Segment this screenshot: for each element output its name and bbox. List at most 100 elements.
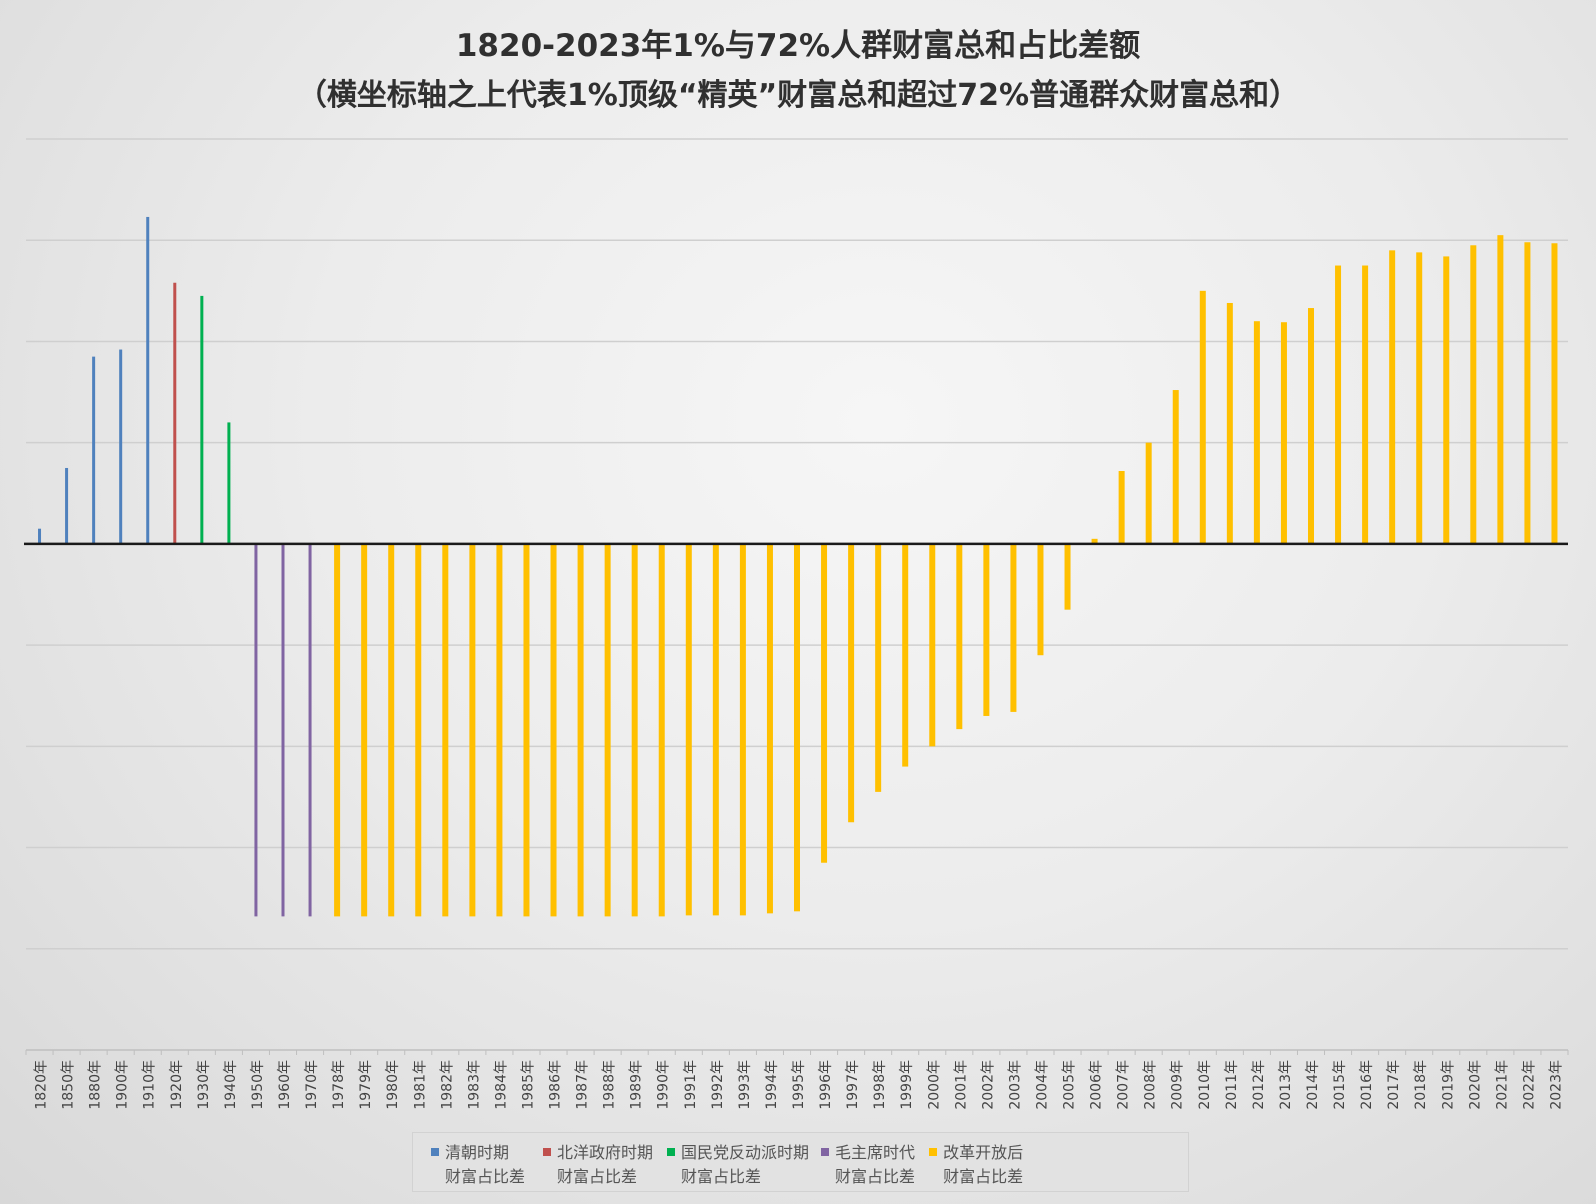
bar-1985年	[523, 543, 530, 917]
legend-label-line: 毛主席时代	[835, 1143, 916, 1162]
x-tick-labels: 1820年 1850年 1880年 1900年 1910年 1920年 1930年 1940年…	[25, 1050, 1569, 1110]
bar-2021年	[1497, 235, 1504, 544]
bar-1983年	[469, 543, 476, 917]
x-tick-label: 1992年	[710, 1060, 726, 1110]
legend-label-line: 财富占比差	[943, 1167, 1024, 1186]
x-tick-label: 1979年	[358, 1060, 374, 1110]
bar-1991年	[685, 543, 692, 916]
x-tick-label: 2002年	[980, 1060, 996, 1110]
bar-2019年	[1443, 256, 1450, 544]
x-tick-label: 1999年	[899, 1060, 915, 1110]
legend-label: 改革开放后 财富占比差	[943, 1141, 1023, 1189]
bar-2013年	[1280, 322, 1287, 544]
bar-1950年	[254, 543, 258, 917]
x-tick-label: 1920年	[169, 1060, 185, 1110]
bar-1979年	[361, 543, 368, 917]
x-tick-label: 1985年	[520, 1060, 536, 1110]
x-tick-label: 2003年	[1007, 1060, 1023, 1110]
x-tick-label: 1981年	[412, 1060, 428, 1110]
bar-2006年	[1091, 538, 1098, 544]
bar-2008年	[1145, 442, 1152, 544]
legend-item: 毛主席时代 财富占比差	[821, 1141, 915, 1189]
x-tick-label: 2007年	[1116, 1060, 1132, 1110]
x-tick-label: 2009年	[1170, 1060, 1186, 1110]
bar-1982年	[442, 543, 449, 917]
x-tick-label: 2019年	[1440, 1060, 1456, 1110]
x-tick-label: 1988年	[602, 1060, 618, 1110]
x-tick-label: 2015年	[1332, 1060, 1348, 1110]
x-tick-label: 2016年	[1359, 1060, 1375, 1110]
x-tick-label: 1982年	[439, 1060, 455, 1110]
x-tick-label: 2008年	[1143, 1060, 1159, 1110]
bar-2017年	[1389, 250, 1396, 544]
bar-2007年	[1118, 471, 1125, 544]
bar-1981年	[415, 543, 422, 917]
x-tick-label: 1978年	[331, 1060, 347, 1110]
x-tick-label: 2012年	[1251, 1060, 1267, 1110]
x-tick-label: 1980年	[385, 1060, 401, 1110]
x-tick-label: 2014年	[1305, 1060, 1321, 1110]
legend-swatch	[431, 1148, 439, 1156]
bar-2022年	[1524, 242, 1531, 544]
bar-1996年	[821, 543, 828, 863]
x-tick-label: 2004年	[1034, 1060, 1050, 1110]
bar-2020年	[1470, 245, 1477, 544]
x-tick-label: 2005年	[1062, 1060, 1078, 1110]
bar-1978年	[334, 543, 341, 917]
x-tick-label: 1880年	[88, 1060, 104, 1110]
x-tick-label: 1950年	[250, 1060, 266, 1110]
x-tick-label: 1820年	[34, 1060, 50, 1110]
bar-1986年	[550, 543, 557, 917]
x-tick-label: 1983年	[466, 1060, 482, 1110]
x-tick-label: 2001年	[953, 1060, 969, 1110]
bar-1920年	[173, 282, 177, 544]
bar-2001年	[956, 543, 963, 730]
bar-1960年	[281, 543, 285, 917]
bar-2004年	[1037, 543, 1044, 656]
bar-1910年	[146, 216, 150, 544]
x-tick-label: 2011年	[1224, 1060, 1240, 1110]
legend-swatch	[667, 1148, 676, 1156]
x-tick-label: 1993年	[737, 1060, 753, 1110]
bar-1940年	[227, 422, 231, 544]
x-tick-label: 1850年	[61, 1060, 77, 1110]
bar-2018年	[1416, 252, 1423, 544]
bar-2011年	[1226, 302, 1233, 544]
bar-1990年	[658, 543, 665, 917]
bar-2000年	[929, 543, 936, 747]
bar-1984年	[496, 543, 503, 917]
chart-plot: 1820年 1850年 1880年 1900年 1910年 1920年 1930年 1940年…	[24, 138, 1569, 1110]
x-tick-label: 1998年	[872, 1060, 888, 1110]
bar-1820年	[38, 528, 42, 544]
bar-1994年	[766, 543, 773, 914]
x-tick-label: 1940年	[223, 1060, 239, 1110]
legend-label-line: 国民党反动派时期	[681, 1143, 810, 1162]
legend-swatch	[543, 1148, 552, 1156]
legend-swatch	[929, 1148, 938, 1156]
bar-2002年	[983, 543, 990, 716]
x-tick-label: 1910年	[142, 1060, 158, 1110]
bar-1987年	[577, 543, 584, 917]
bar-1999年	[902, 543, 909, 767]
legend-label-line: 清朝时期	[445, 1143, 510, 1162]
legend-label-line: 财富占比差	[681, 1167, 762, 1186]
x-tick-label: 2017年	[1386, 1060, 1402, 1110]
x-tick-label: 2013年	[1278, 1060, 1294, 1110]
x-tick-label: 1960年	[277, 1060, 293, 1110]
legend-item: 国民党反动派时期 财富占比差	[667, 1141, 809, 1189]
x-tick-label: 2020年	[1467, 1060, 1483, 1110]
x-tick-label: 2022年	[1521, 1060, 1537, 1110]
x-tick-label: 2023年	[1548, 1060, 1564, 1110]
bar-2016年	[1362, 265, 1369, 544]
legend-item: 改革开放后 财富占比差	[929, 1141, 1023, 1189]
chart-subtitle: （横坐标轴之上代表1%顶级“精英”财富总和超过72%普通群众财富总和）	[296, 78, 1300, 113]
bar-1900年	[119, 349, 123, 544]
bar-1970年	[308, 543, 312, 917]
x-tick-label: 1995年	[791, 1060, 807, 1110]
x-tick-label: 1990年	[656, 1060, 672, 1110]
x-tick-label: 2010年	[1197, 1060, 1213, 1110]
bar-2015年	[1335, 265, 1342, 544]
bars	[38, 216, 1558, 917]
legend-item: 清朝时期 财富占比差	[431, 1141, 525, 1189]
chart-title: 1820-2023年1%与72%人群财富总和占比差额	[455, 28, 1141, 64]
